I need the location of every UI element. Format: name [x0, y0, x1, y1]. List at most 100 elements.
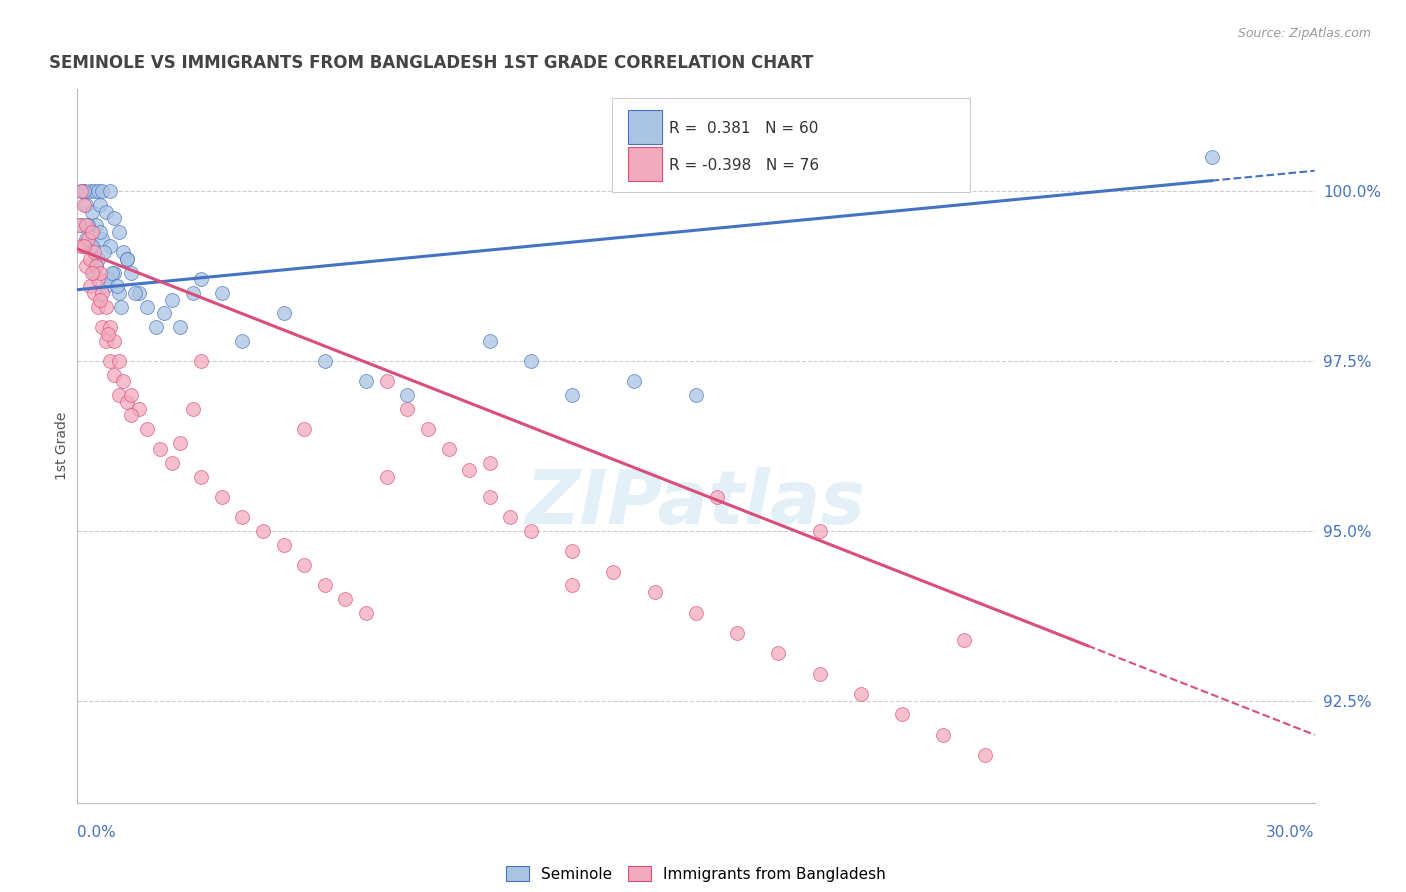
- Point: [84, 259, 107, 273]
- Point: [76, 218, 98, 232]
- Point: [520, 354, 543, 368]
- Point: [115, 252, 138, 266]
- Text: R = -0.398   N = 76: R = -0.398 N = 76: [669, 158, 820, 173]
- Point: [107, 225, 129, 239]
- Point: [437, 442, 460, 457]
- Point: [110, 300, 132, 314]
- Point: [96, 204, 118, 219]
- Point: [169, 320, 191, 334]
- Text: SEMINOLE VS IMMIGRANTS FROM BANGLADESH 1ST GRADE CORRELATION CHART: SEMINOLE VS IMMIGRANTS FROM BANGLADESH 1…: [49, 54, 814, 71]
- Y-axis label: 1st Grade: 1st Grade: [55, 412, 69, 480]
- Point: [136, 300, 159, 314]
- Point: [354, 606, 377, 620]
- Point: [98, 354, 121, 368]
- Point: [181, 401, 204, 416]
- Point: [478, 456, 501, 470]
- Point: [685, 606, 707, 620]
- Point: [396, 401, 419, 416]
- Point: [79, 279, 101, 293]
- Point: [96, 300, 118, 314]
- Point: [79, 184, 101, 198]
- Point: [75, 198, 97, 212]
- Point: [314, 578, 336, 592]
- Point: [80, 266, 103, 280]
- Point: [292, 558, 315, 572]
- Point: [101, 266, 124, 280]
- Point: [1201, 150, 1223, 164]
- Point: [107, 354, 129, 368]
- Point: [685, 388, 707, 402]
- Point: [111, 245, 134, 260]
- Point: [252, 524, 274, 538]
- Point: [602, 565, 624, 579]
- Point: [103, 334, 125, 348]
- Point: [292, 422, 315, 436]
- Point: [72, 184, 94, 198]
- Point: [83, 286, 105, 301]
- Point: [107, 388, 129, 402]
- Point: [396, 388, 419, 402]
- Point: [973, 748, 995, 763]
- Point: [80, 204, 103, 219]
- Point: [231, 334, 253, 348]
- Point: [190, 469, 212, 483]
- Point: [89, 293, 111, 307]
- Point: [190, 354, 212, 368]
- Point: [136, 422, 159, 436]
- Point: [72, 238, 94, 252]
- Point: [623, 375, 645, 389]
- Point: [93, 245, 115, 260]
- Point: [83, 266, 105, 280]
- Point: [83, 245, 105, 260]
- Point: [354, 375, 377, 389]
- Point: [115, 252, 138, 266]
- Point: [169, 435, 191, 450]
- Text: Source: ZipAtlas.com: Source: ZipAtlas.com: [1237, 27, 1371, 40]
- Point: [644, 585, 666, 599]
- Point: [808, 524, 831, 538]
- Point: [72, 198, 94, 212]
- Point: [70, 218, 93, 232]
- Point: [79, 238, 101, 252]
- Point: [160, 456, 183, 470]
- Point: [103, 368, 125, 382]
- Point: [97, 272, 120, 286]
- Point: [932, 728, 955, 742]
- Point: [98, 184, 121, 198]
- Point: [725, 626, 748, 640]
- Point: [70, 238, 93, 252]
- Point: [98, 320, 121, 334]
- Point: [375, 469, 398, 483]
- Point: [149, 442, 172, 457]
- Point: [416, 422, 439, 436]
- Point: [160, 293, 183, 307]
- Point: [273, 537, 295, 551]
- Point: [70, 184, 93, 198]
- Point: [849, 687, 872, 701]
- Point: [83, 184, 105, 198]
- Point: [375, 375, 398, 389]
- Text: R =  0.381   N = 60: R = 0.381 N = 60: [669, 120, 818, 136]
- Point: [89, 198, 111, 212]
- Point: [76, 232, 98, 246]
- Point: [231, 510, 253, 524]
- Point: [105, 279, 128, 293]
- Point: [145, 320, 167, 334]
- Point: [120, 266, 142, 280]
- Point: [953, 632, 976, 647]
- Point: [75, 218, 97, 232]
- Point: [87, 252, 110, 266]
- Point: [153, 306, 176, 320]
- Point: [120, 388, 142, 402]
- Point: [107, 286, 129, 301]
- Point: [87, 272, 110, 286]
- Point: [79, 252, 101, 266]
- Point: [76, 218, 98, 232]
- Point: [91, 232, 114, 246]
- Point: [768, 646, 790, 660]
- Point: [84, 218, 107, 232]
- Point: [96, 334, 118, 348]
- Point: [190, 272, 212, 286]
- Point: [458, 463, 481, 477]
- Text: 0.0%: 0.0%: [77, 825, 117, 840]
